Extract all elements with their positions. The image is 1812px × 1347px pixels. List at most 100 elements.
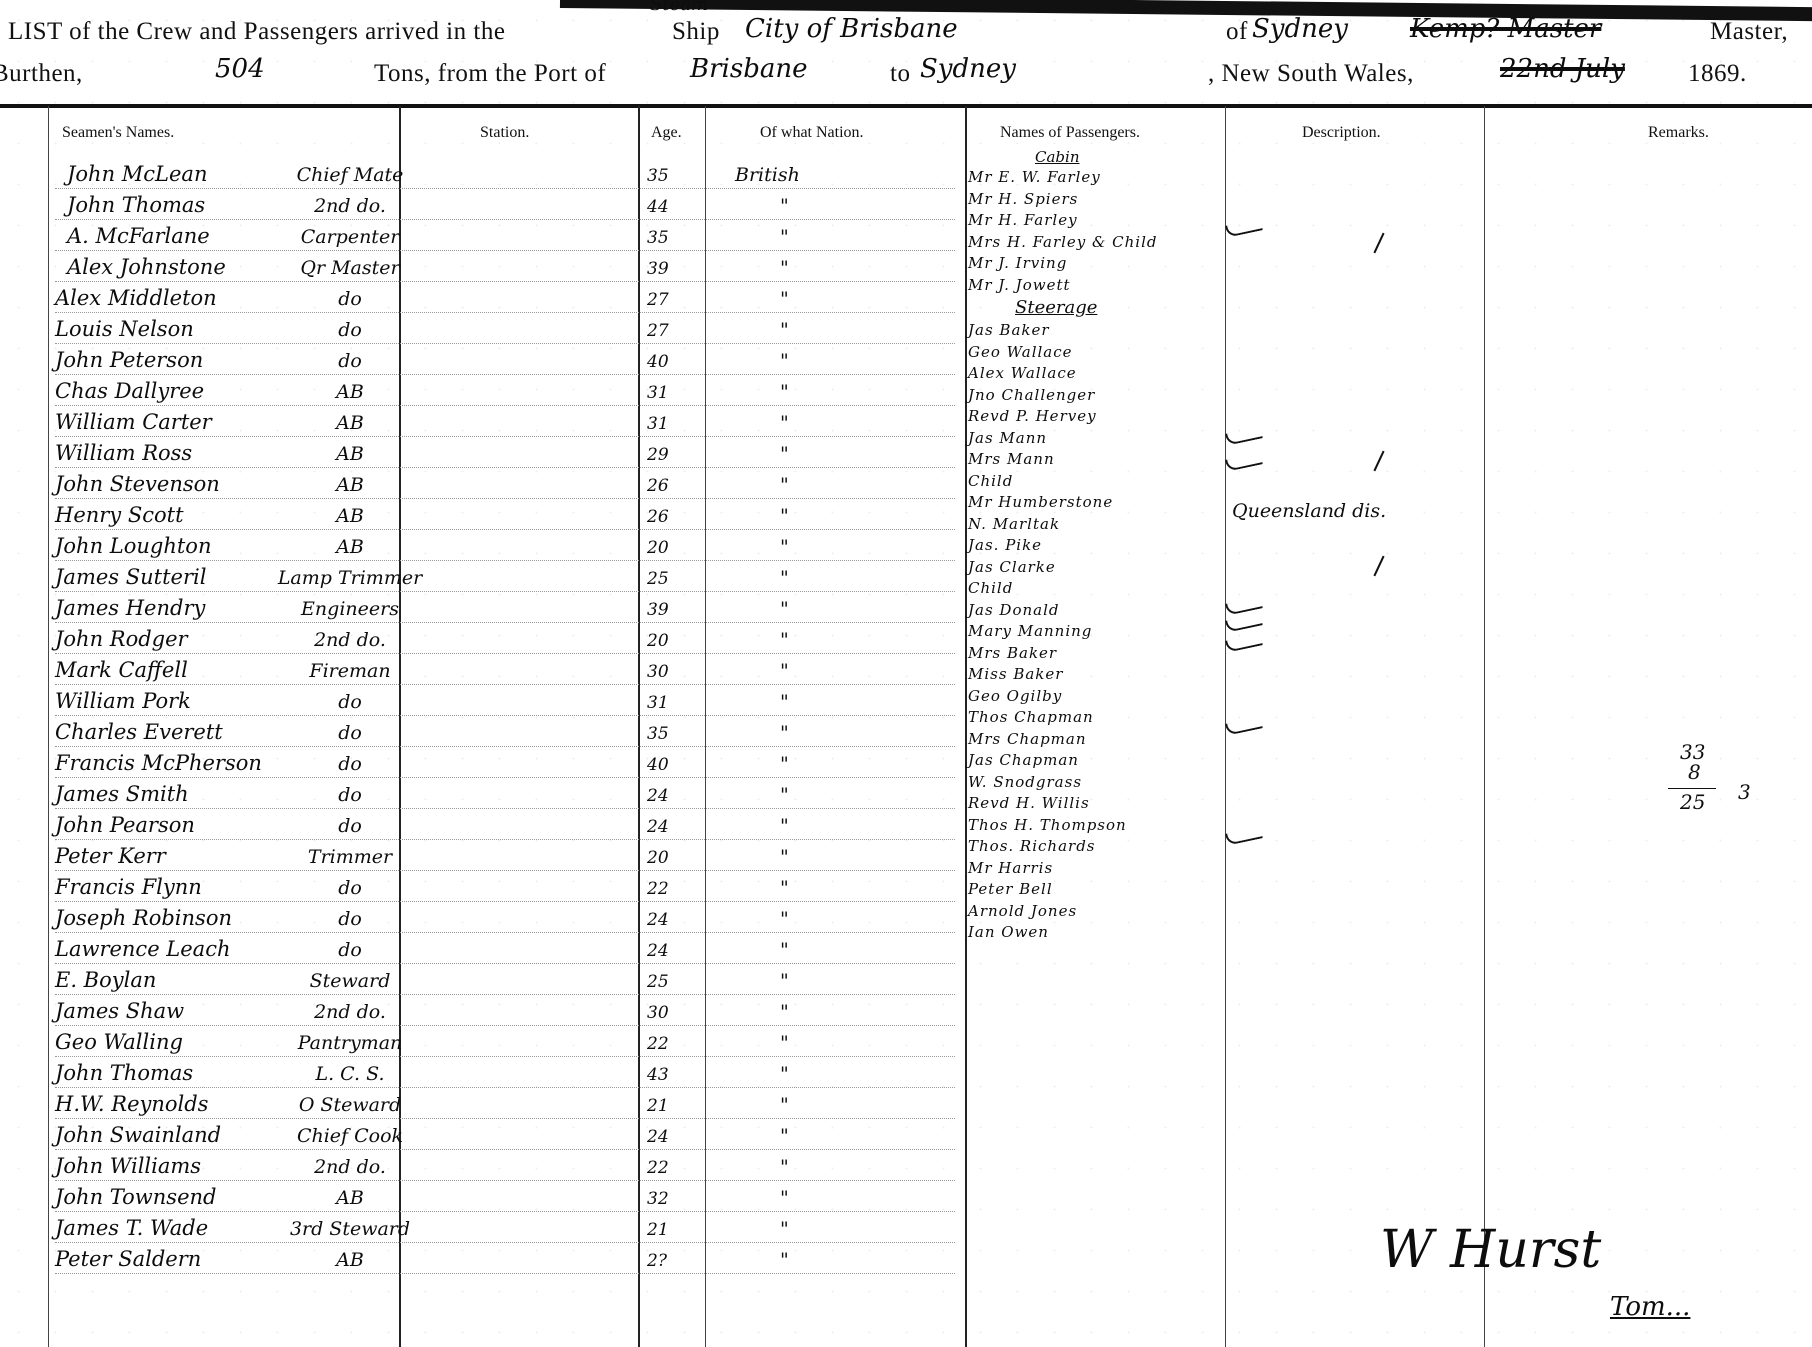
age: 35	[647, 724, 669, 744]
crew-row: Mark Caffell Fireman 30 "	[55, 654, 955, 685]
cabin-label: Cabin	[1035, 148, 1080, 166]
crew-row: A. McFarlane Carpenter 35 "	[55, 220, 955, 251]
remarks-top: 33	[1680, 740, 1706, 764]
age: 22	[647, 1158, 669, 1178]
col-divider	[399, 106, 401, 1347]
check-mark-icon	[1225, 452, 1263, 472]
crew-row: James Sutteril Lamp Trimmer 25 "	[55, 561, 955, 592]
nation: "	[780, 195, 789, 217]
seaman-name: Francis McPherson	[55, 751, 262, 775]
nation: "	[780, 1063, 789, 1085]
col-divider	[638, 106, 640, 1347]
crew-row: John Pearson do 24 "	[55, 809, 955, 840]
seaman-name: Lawrence Leach	[55, 937, 231, 961]
check-mark-icon	[1225, 218, 1263, 238]
col-passengers: Names of Passengers.	[1000, 124, 1140, 141]
passenger-steerage: Alex Wallace	[968, 364, 1077, 382]
seaman-name: John Stevenson	[55, 472, 220, 496]
nation: "	[780, 226, 789, 248]
crew-row: John Loughton AB 20 "	[55, 530, 955, 561]
master-label: Master,	[1710, 18, 1789, 45]
station: do	[338, 877, 362, 899]
age: 27	[647, 290, 669, 310]
age: 43	[647, 1065, 669, 1085]
station: Trimmer	[307, 846, 393, 868]
passenger-steerage: Mrs Baker	[968, 643, 1058, 662]
passenger-steerage: Jas Mann	[968, 428, 1048, 447]
tons-label: Tons, from the Port of	[374, 60, 607, 87]
nation: "	[780, 753, 789, 775]
crew-row: John Rodger 2nd do. 20 "	[55, 623, 955, 654]
nation: "	[780, 288, 789, 310]
crew-row: William Carter AB 31 "	[55, 406, 955, 437]
title-prefix: LIST of the Crew and Passengers arrived …	[8, 18, 506, 45]
seaman-name: John McLean	[67, 162, 208, 186]
of-label: of	[1226, 18, 1248, 45]
crew-row: James Smith do 24 "	[55, 778, 955, 809]
station: AB	[336, 443, 364, 465]
seaman-name: James Hendry	[55, 596, 206, 620]
crew-row: John Thomas 2nd do. 44 "	[55, 189, 955, 220]
nation: "	[780, 350, 789, 372]
nation: "	[780, 629, 789, 651]
crew-row: Louis Nelson do 27 "	[55, 313, 955, 344]
age: 31	[647, 383, 669, 403]
check-mark-icon	[1225, 426, 1263, 446]
seaman-name: William Ross	[55, 441, 193, 465]
crew-row: William Pork do 31 "	[55, 685, 955, 716]
station: do	[338, 319, 362, 341]
crew-row: William Ross AB 29 "	[55, 437, 955, 468]
col-description: Description.	[1302, 124, 1381, 141]
station: 3rd Steward	[289, 1218, 411, 1240]
passenger-steerage: Child	[968, 579, 1014, 597]
passenger-steerage: W. Snodgrass	[968, 772, 1083, 791]
seaman-name: James Smith	[55, 782, 189, 806]
nsw-label: , New South Wales,	[1208, 60, 1414, 87]
nation: "	[780, 381, 789, 403]
age: 31	[647, 414, 669, 434]
col-nation: Of what Nation.	[760, 124, 864, 141]
station: do	[338, 753, 362, 775]
passenger-steerage: Arnold Jones	[968, 901, 1078, 920]
nation: "	[780, 970, 789, 992]
passenger-steerage: Peter Bell	[968, 880, 1053, 898]
crew-row: John Peterson do 40 "	[55, 344, 955, 375]
crew-row: E. Boylan Steward 25 "	[55, 964, 955, 995]
age: 24	[647, 910, 669, 930]
crew-row: James Hendry Engineers 39 "	[55, 592, 955, 623]
age: 35	[647, 166, 669, 186]
station: 2nd do.	[314, 195, 386, 217]
station: Qr Master	[300, 257, 400, 279]
crew-row: H.W. Reynolds O Steward 21 "	[55, 1088, 955, 1119]
col-seamen-names: Seamen's Names.	[62, 124, 175, 141]
station: 2nd do.	[314, 629, 386, 651]
crew-row: Geo Walling Pantryman 22 "	[55, 1026, 955, 1057]
date-struck: 22nd July	[1500, 54, 1625, 84]
nation: British	[735, 164, 800, 186]
ship-name: City of Brisbane	[745, 14, 958, 44]
age: 40	[647, 755, 669, 775]
remarks-minus: 8	[1688, 760, 1701, 784]
passenger-cabin: Mrs H. Farley & Child	[968, 232, 1158, 251]
of-port: Sydney	[1252, 14, 1348, 44]
crew-row: John Williams 2nd do. 22 "	[55, 1150, 955, 1181]
age: 29	[647, 445, 669, 465]
check-mark-icon	[1225, 716, 1263, 736]
col-divider	[48, 106, 49, 1347]
age: 24	[647, 1127, 669, 1147]
crew-row: John Swainland Chief Cook 24 "	[55, 1119, 955, 1150]
year: 1869.	[1688, 60, 1747, 87]
passenger-steerage: Thos Chapman	[968, 708, 1094, 726]
crew-row: Chas Dallyree AB 31 "	[55, 375, 955, 406]
crew-row: James Shaw 2nd do. 30 "	[55, 995, 955, 1026]
seaman-name: Henry Scott	[55, 503, 184, 527]
nation: "	[780, 1218, 789, 1240]
station: Carpenter	[300, 226, 400, 248]
seaman-name: James T. Wade	[55, 1216, 209, 1240]
seaman-name: Peter Saldern	[55, 1247, 202, 1271]
nation: "	[780, 1187, 789, 1209]
seaman-name: Mark Caffell	[55, 658, 188, 682]
age: 32	[647, 1189, 669, 1209]
seaman-name: Chas Dallyree	[55, 379, 205, 403]
nation: "	[780, 567, 789, 589]
